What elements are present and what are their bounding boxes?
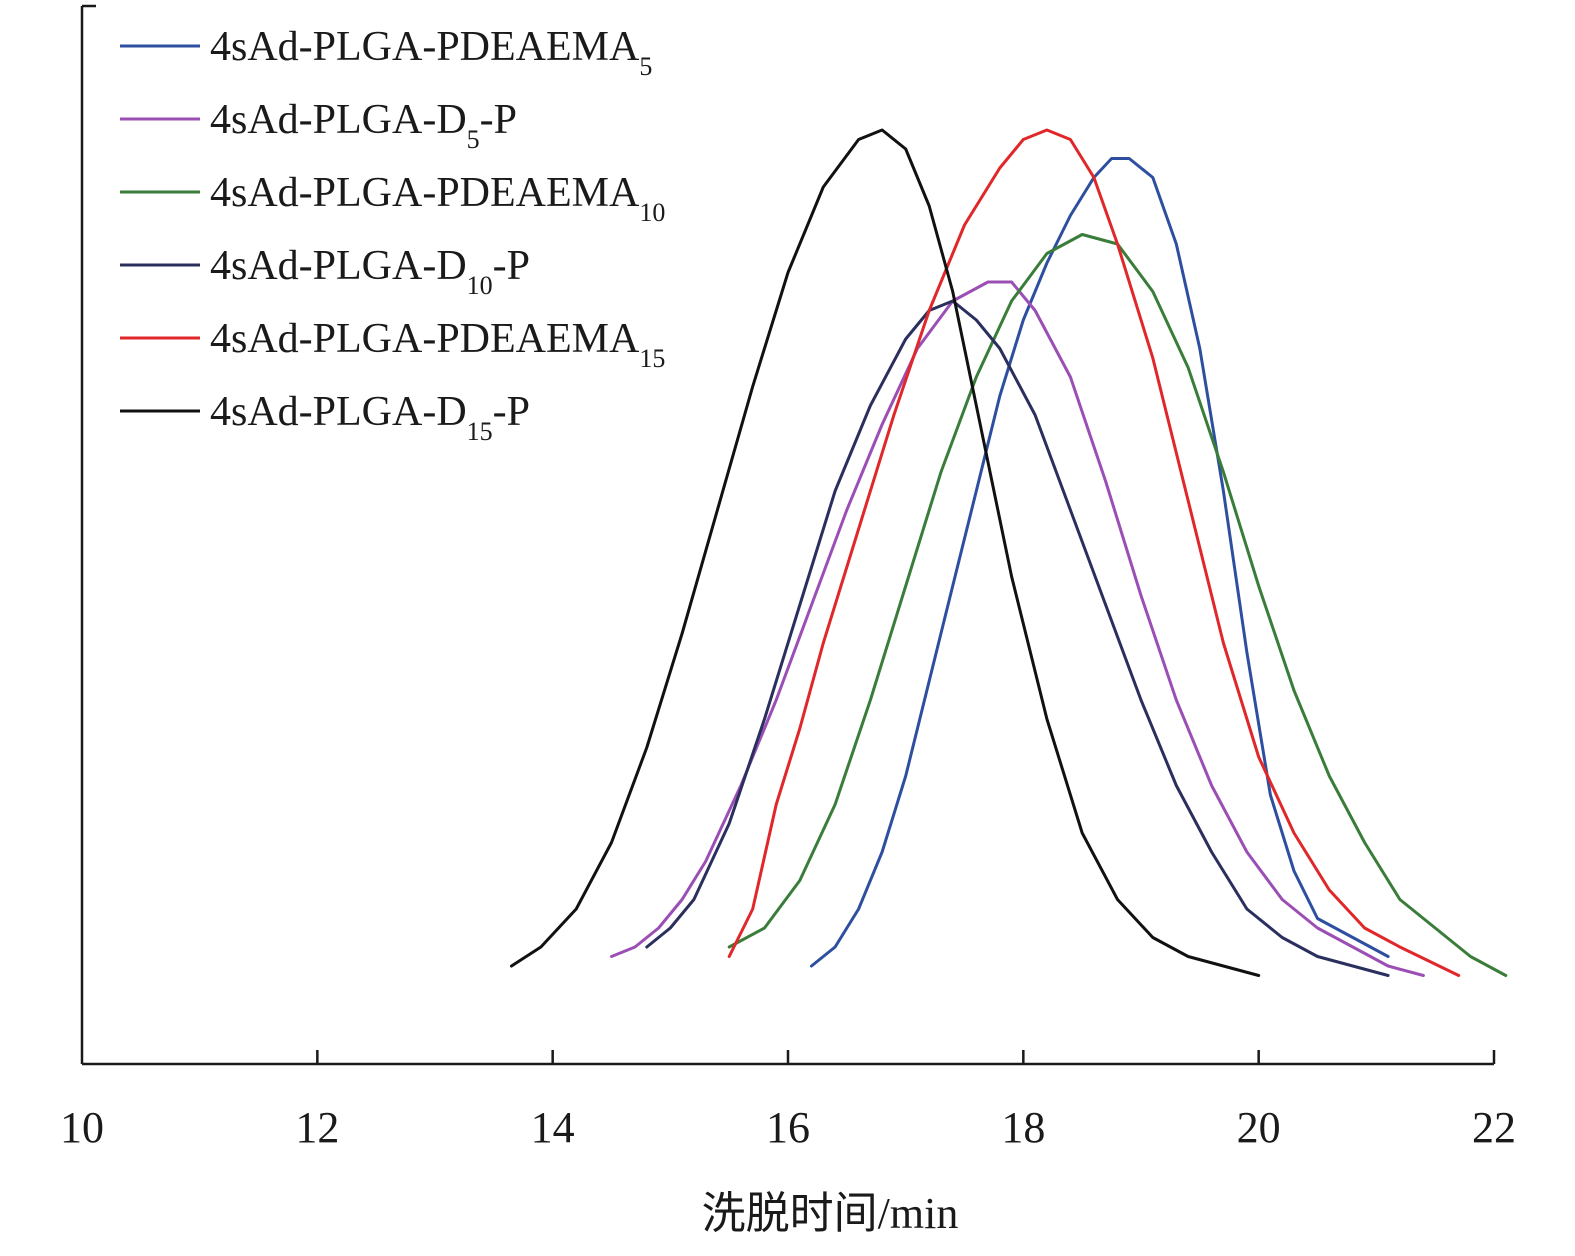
- legend-label-4: 4sAd-PLGA-D10-P: [210, 243, 530, 300]
- series-group: [510, 128, 1508, 977]
- x-tick-label: 10: [60, 1103, 104, 1152]
- series-line-5: [727, 128, 1461, 977]
- series-line-6: [510, 128, 1261, 977]
- x-tick-label: 12: [295, 1103, 339, 1152]
- legend-label-2: 4sAd-PLGA-D5-P: [210, 97, 517, 154]
- legend-label-5: 4sAd-PLGA-PDEAEMA15: [210, 316, 665, 373]
- legend-label-1: 4sAd-PLGA-PDEAEMA5: [210, 24, 652, 81]
- x-tick-label: 16: [766, 1103, 810, 1152]
- legend: 4sAd-PLGA-PDEAEMA5 4sAd-PLGA-D5-P 4sAd-PLG…: [120, 24, 665, 446]
- legend-label-6: 4sAd-PLGA-D15-P: [210, 389, 530, 446]
- legend-label-3: 4sAd-PLGA-PDEAEMA10: [210, 170, 665, 227]
- x-ticks: 10 12 14 16 18 20 22: [60, 1050, 1516, 1152]
- x-tick-label: 18: [1001, 1103, 1045, 1152]
- series-line-3: [727, 233, 1508, 977]
- x-tick-label: 22: [1472, 1103, 1516, 1152]
- axes: [80, 4, 1494, 1066]
- series-line-2: [610, 280, 1425, 977]
- x-tick-label: 20: [1237, 1103, 1281, 1152]
- x-axis-label: 洗脱时间/min: [702, 1189, 959, 1238]
- x-tick-label: 14: [531, 1103, 575, 1152]
- series-line-4: [645, 299, 1390, 977]
